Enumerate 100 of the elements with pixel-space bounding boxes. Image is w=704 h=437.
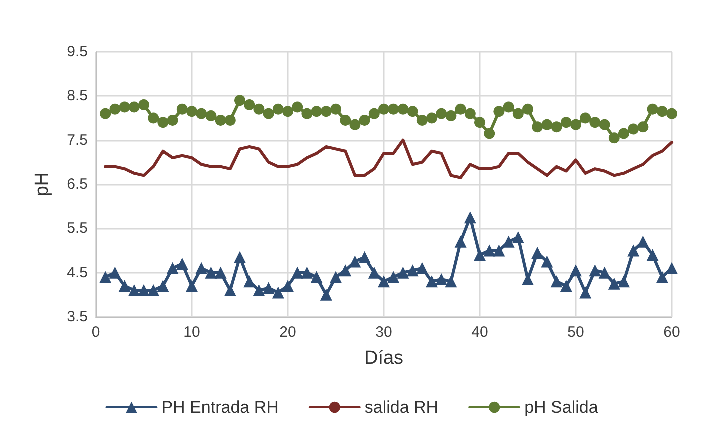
point bbox=[398, 104, 409, 115]
point bbox=[100, 271, 112, 284]
point bbox=[176, 258, 188, 270]
point bbox=[570, 119, 582, 130]
point bbox=[618, 276, 630, 288]
y-tick-label: 6.5 bbox=[67, 176, 88, 193]
point bbox=[560, 117, 572, 128]
point bbox=[436, 108, 448, 120]
point bbox=[349, 256, 362, 268]
point bbox=[330, 271, 342, 284]
point bbox=[628, 244, 640, 257]
point bbox=[311, 106, 322, 118]
point bbox=[109, 266, 122, 279]
x-axis-title: Días bbox=[364, 348, 404, 369]
point bbox=[359, 114, 370, 126]
point bbox=[542, 119, 553, 130]
point bbox=[551, 122, 562, 133]
point bbox=[350, 119, 361, 130]
point bbox=[426, 276, 438, 288]
point bbox=[119, 102, 130, 113]
point bbox=[263, 108, 274, 120]
point bbox=[666, 108, 678, 120]
point bbox=[206, 110, 217, 122]
point bbox=[224, 284, 236, 296]
point bbox=[368, 266, 380, 279]
point bbox=[532, 122, 544, 133]
y-tick-label: 5.5 bbox=[67, 220, 88, 238]
point bbox=[272, 286, 284, 299]
legend-label: PH Entrada RH bbox=[162, 398, 279, 417]
point bbox=[368, 108, 380, 120]
point bbox=[580, 286, 592, 299]
point bbox=[186, 106, 198, 118]
line-series bbox=[104, 138, 674, 180]
point bbox=[454, 236, 467, 248]
point bbox=[320, 106, 332, 118]
legend-label: salida RH bbox=[364, 398, 439, 417]
point bbox=[484, 244, 496, 257]
x-tick-label: 40 bbox=[472, 324, 488, 341]
point bbox=[340, 114, 352, 126]
point bbox=[205, 266, 218, 279]
point bbox=[416, 262, 428, 274]
point bbox=[282, 280, 294, 292]
point bbox=[330, 104, 342, 115]
point bbox=[656, 271, 668, 284]
point bbox=[416, 114, 428, 126]
point bbox=[378, 104, 390, 115]
point bbox=[292, 102, 304, 113]
point bbox=[253, 284, 266, 296]
point bbox=[570, 264, 582, 277]
y-tick-label: 7.5 bbox=[67, 132, 88, 149]
point bbox=[560, 280, 572, 292]
point bbox=[244, 100, 256, 110]
point bbox=[358, 251, 371, 264]
point bbox=[484, 128, 496, 140]
legend-label: pH Salida bbox=[524, 398, 599, 417]
y-tick-label: 4.5 bbox=[67, 264, 88, 282]
x-tick-label: 0 bbox=[92, 324, 100, 341]
x-tick-label: 10 bbox=[184, 324, 200, 341]
point bbox=[254, 104, 265, 115]
point bbox=[608, 278, 620, 290]
point bbox=[234, 95, 246, 106]
point bbox=[378, 276, 390, 288]
point bbox=[128, 102, 140, 113]
point bbox=[580, 112, 592, 124]
point bbox=[320, 288, 332, 301]
point bbox=[244, 276, 256, 288]
point bbox=[138, 100, 150, 110]
point bbox=[541, 256, 554, 268]
point bbox=[388, 271, 400, 284]
point bbox=[646, 249, 659, 262]
point bbox=[196, 262, 208, 274]
point bbox=[426, 112, 438, 124]
point bbox=[186, 280, 198, 292]
point bbox=[522, 104, 534, 115]
point bbox=[262, 282, 275, 294]
point bbox=[128, 284, 140, 296]
point bbox=[445, 276, 458, 288]
point bbox=[272, 104, 284, 115]
point bbox=[292, 266, 304, 279]
point bbox=[176, 104, 188, 115]
point bbox=[406, 264, 419, 277]
y-tick-label: 3.5 bbox=[67, 308, 88, 326]
point bbox=[407, 106, 418, 118]
point bbox=[282, 106, 294, 118]
point bbox=[637, 236, 650, 248]
point bbox=[436, 273, 448, 286]
point bbox=[148, 284, 160, 296]
x-tick-label: 30 bbox=[376, 324, 392, 341]
point bbox=[310, 271, 323, 284]
point bbox=[446, 110, 457, 122]
point bbox=[148, 112, 160, 124]
y-tick-label: 8.5 bbox=[67, 88, 88, 105]
point bbox=[167, 114, 178, 126]
point bbox=[503, 102, 514, 113]
point bbox=[589, 264, 602, 277]
point bbox=[196, 108, 208, 120]
point bbox=[464, 212, 476, 224]
point bbox=[512, 232, 524, 244]
point bbox=[647, 104, 658, 115]
point bbox=[666, 262, 678, 274]
